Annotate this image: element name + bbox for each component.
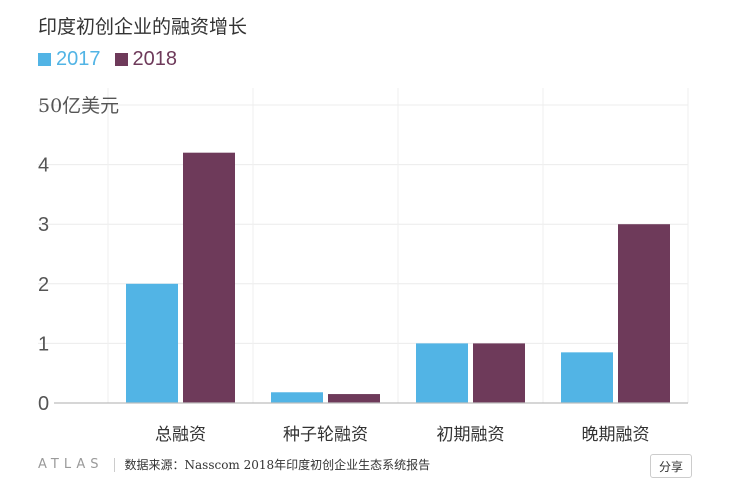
bar-2017-0: [126, 283, 178, 403]
share-button[interactable]: 分享: [650, 454, 692, 478]
x-tick-label: 总融资: [155, 425, 206, 445]
bar-2017-2: [416, 343, 468, 403]
legend-swatch-2017: [38, 53, 51, 66]
bar-2018-1: [328, 394, 380, 403]
legend-item-2017: 2017: [38, 48, 101, 71]
bar-2018-3: [618, 224, 670, 403]
footer-divider: [113, 457, 115, 472]
bar-2017-3: [561, 352, 613, 403]
legend-label-2017: 2017: [56, 48, 101, 70]
footer: ATLAS 数据来源：Nasscom 2018年印度初创企业生态系统报告: [38, 456, 430, 473]
bar-2018-2: [473, 343, 525, 403]
x-tick-label: 种子轮融资: [283, 425, 368, 445]
bar-2017-1: [271, 392, 323, 403]
y-tick-label: 0: [38, 393, 49, 415]
chart-title: 印度初创企业的融资增长: [38, 16, 248, 38]
x-tick-label: 晚期融资: [582, 425, 650, 445]
x-tick-label: 初期融资: [437, 425, 505, 445]
bar-2018-0: [183, 152, 235, 403]
legend-swatch-2018: [114, 53, 128, 66]
y-axis-label: 50亿美元: [38, 95, 119, 117]
legend-item-2018: 2018: [114, 48, 178, 71]
atlas-logo: ATLAS: [38, 457, 104, 472]
y-tick-label: 3: [38, 214, 49, 236]
legend-label-2018: 2018: [132, 48, 178, 70]
y-tick-label: 4: [38, 155, 49, 177]
legend: 2017 2018: [38, 48, 177, 71]
y-tick-label: 1: [38, 333, 49, 355]
y-tick-label: 2: [38, 274, 49, 296]
source-note: 数据来源：Nasscom 2018年印度初创企业生态系统报告: [124, 458, 431, 472]
